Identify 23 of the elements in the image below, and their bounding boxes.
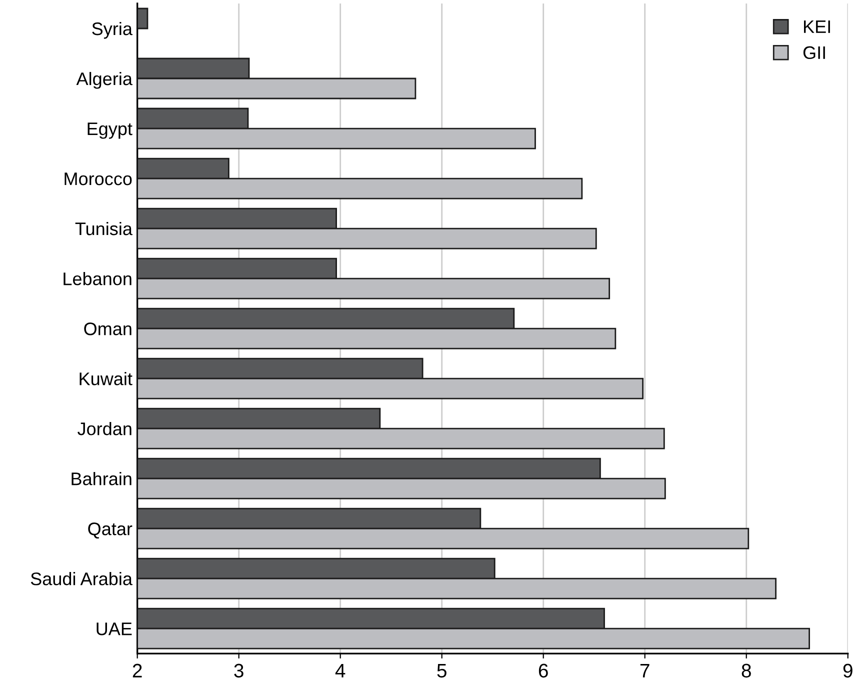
y-tick-label: Jordan (78, 422, 132, 436)
legend-label: GII (803, 46, 825, 60)
y-tick-label: Oman (84, 322, 132, 336)
x-tick-label: 9 (843, 664, 852, 678)
y-tick-label: Bahrain (72, 472, 132, 486)
y-tick-label: Tunisia (75, 222, 132, 236)
x-tick-label: 4 (335, 664, 346, 678)
y-tick-label: Qatar (88, 522, 132, 539)
legend-label: KEI (804, 20, 830, 33)
x-tick-label: 6 (538, 664, 548, 678)
x-tick-label: 3 (234, 664, 244, 678)
y-tick-label: UAE (96, 622, 132, 636)
y-tick-label: Algeria (76, 72, 132, 89)
y-tick-label: Syria (92, 22, 132, 39)
y-tick-label: Saudi Arabia (30, 572, 132, 586)
x-tick-label: 5 (437, 664, 446, 678)
y-tick-label: Morocco (64, 172, 132, 186)
y-tick-label: Kuwait (80, 372, 132, 386)
x-tick-label: 2 (132, 664, 142, 678)
x-tick-label: 8 (742, 664, 751, 678)
y-tick-label: Lebanon (64, 272, 132, 286)
x-tick-label: 7 (640, 664, 650, 678)
y-tick-label: Egypt (88, 122, 132, 139)
